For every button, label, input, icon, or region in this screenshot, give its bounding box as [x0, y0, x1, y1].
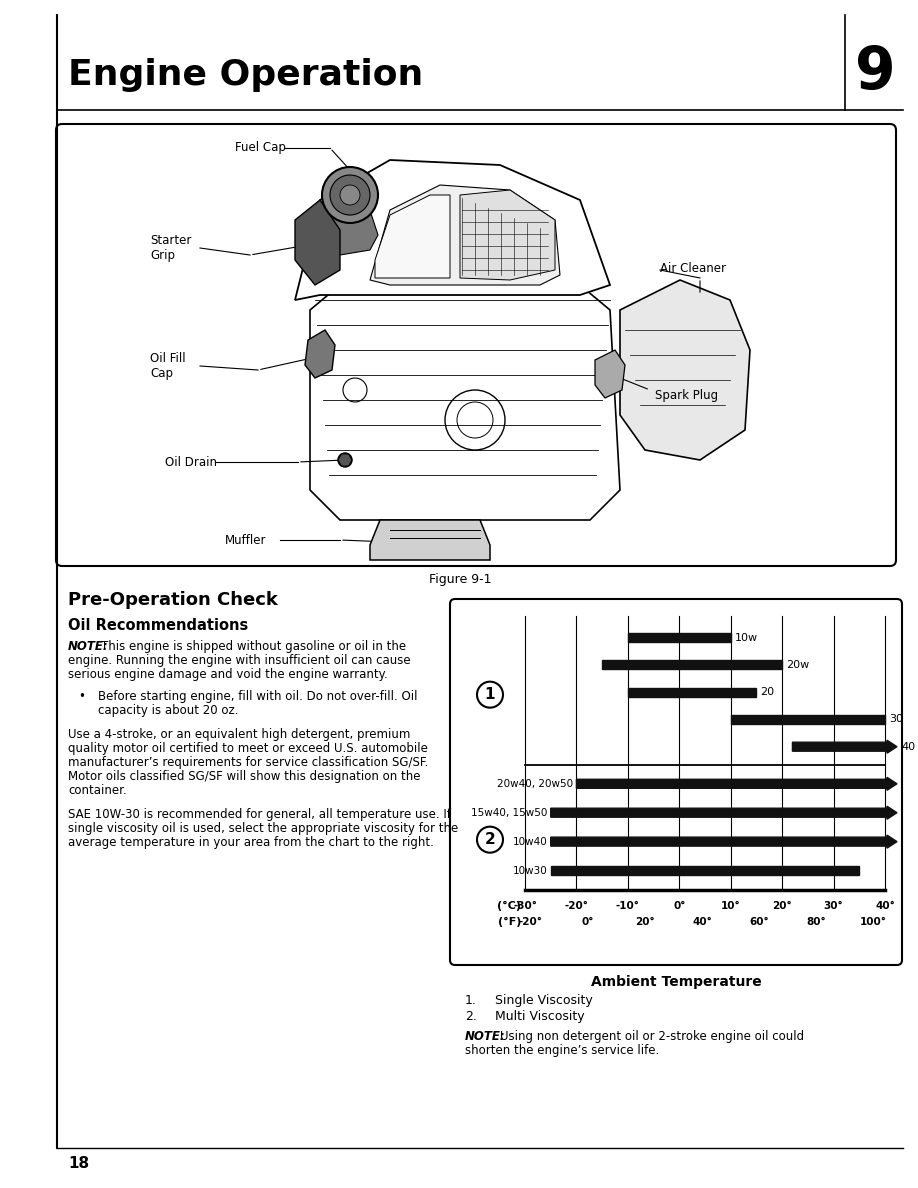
Polygon shape: [595, 350, 625, 398]
Text: Starter
Grip: Starter Grip: [150, 234, 191, 263]
Text: 18: 18: [68, 1156, 89, 1170]
Text: Multi Viscosity: Multi Viscosity: [495, 1010, 585, 1023]
Text: Pre-Operation Check: Pre-Operation Check: [68, 590, 278, 609]
FancyArrow shape: [792, 740, 897, 753]
Text: 40: 40: [901, 741, 915, 752]
Text: single viscosity oil is used, select the appropriate viscosity for the: single viscosity oil is used, select the…: [68, 822, 458, 835]
Text: 2: 2: [485, 832, 496, 847]
Text: SAE 10W-30 is recommended for general, all temperature use. If: SAE 10W-30 is recommended for general, a…: [68, 808, 451, 821]
Circle shape: [330, 175, 370, 215]
Bar: [551, 866, 859, 876]
Polygon shape: [305, 330, 335, 378]
FancyArrow shape: [577, 777, 897, 790]
Text: Before starting engine, fill with oil. Do not over-fill. Oil: Before starting engine, fill with oil. D…: [98, 690, 418, 703]
Polygon shape: [620, 280, 750, 460]
Text: engine. Running the engine with insufficient oil can cause: engine. Running the engine with insuffic…: [68, 655, 410, 666]
FancyBboxPatch shape: [450, 599, 902, 965]
Text: 80°: 80°: [807, 917, 826, 927]
Text: -30°: -30°: [513, 901, 537, 911]
Polygon shape: [460, 190, 555, 280]
Text: 20°: 20°: [635, 917, 655, 927]
Text: 40°: 40°: [875, 901, 895, 911]
Text: capacity is about 20 oz.: capacity is about 20 oz.: [98, 704, 239, 718]
Text: Single Viscosity: Single Viscosity: [495, 994, 593, 1007]
Polygon shape: [375, 195, 450, 278]
Bar: [628, 633, 731, 643]
Circle shape: [338, 453, 352, 467]
Text: shorten the engine’s service life.: shorten the engine’s service life.: [465, 1044, 659, 1057]
FancyArrow shape: [551, 835, 897, 848]
Text: Oil Fill
Cap: Oil Fill Cap: [150, 352, 185, 380]
Text: 0°: 0°: [673, 901, 686, 911]
Text: -10°: -10°: [616, 901, 640, 911]
Text: NOTE:: NOTE:: [68, 640, 108, 653]
FancyArrow shape: [551, 807, 897, 820]
Text: quality motor oil certified to meet or exceed U.S. automobile: quality motor oil certified to meet or e…: [68, 742, 428, 756]
Polygon shape: [295, 200, 340, 285]
Text: Fuel Cap: Fuel Cap: [235, 141, 285, 154]
Text: Spark Plug: Spark Plug: [655, 388, 718, 402]
Text: 100°: 100°: [860, 917, 887, 927]
Bar: [628, 688, 756, 696]
Text: Oil Recommendations: Oil Recommendations: [68, 618, 248, 633]
Text: 2.: 2.: [465, 1010, 476, 1023]
Text: 40°: 40°: [692, 917, 711, 927]
Text: Use a 4-stroke, or an equivalent high detergent, premium: Use a 4-stroke, or an equivalent high de…: [68, 728, 410, 741]
Polygon shape: [370, 520, 490, 560]
Text: 1: 1: [485, 687, 495, 702]
Text: serious engine damage and void the engine warranty.: serious engine damage and void the engin…: [68, 668, 387, 681]
Polygon shape: [310, 285, 620, 520]
Circle shape: [340, 185, 360, 206]
Text: (°F): (°F): [498, 917, 521, 927]
Text: 30: 30: [889, 714, 903, 725]
Text: 10°: 10°: [721, 901, 741, 911]
Text: 20w40, 20w50: 20w40, 20w50: [498, 779, 574, 789]
Text: container.: container.: [68, 784, 127, 797]
Circle shape: [322, 168, 378, 223]
Text: Motor oils classified SG/SF will show this designation on the: Motor oils classified SG/SF will show th…: [68, 770, 420, 783]
Text: 20w: 20w: [786, 659, 810, 670]
Text: 0°: 0°: [582, 917, 594, 927]
Bar: [731, 715, 885, 723]
Polygon shape: [370, 185, 560, 285]
Text: 20: 20: [760, 687, 775, 697]
Text: Figure 9-1: Figure 9-1: [429, 573, 491, 586]
Text: -20°: -20°: [519, 917, 543, 927]
Text: (°C): (°C): [497, 901, 521, 911]
Text: Air Cleaner: Air Cleaner: [660, 261, 726, 274]
Text: This engine is shipped without gasoline or oil in the: This engine is shipped without gasoline …: [101, 640, 406, 653]
FancyBboxPatch shape: [56, 124, 896, 565]
Text: 1.: 1.: [465, 994, 476, 1007]
Text: NOTE:: NOTE:: [465, 1030, 506, 1043]
Text: Ambient Temperature: Ambient Temperature: [590, 975, 761, 988]
Text: manufacturer’s requirements for service classification SG/SF.: manufacturer’s requirements for service …: [68, 756, 429, 769]
Text: 30°: 30°: [823, 901, 844, 911]
Text: -20°: -20°: [565, 901, 588, 911]
Polygon shape: [325, 195, 378, 255]
Text: Engine Operation: Engine Operation: [68, 58, 423, 91]
Text: 10w30: 10w30: [513, 866, 548, 876]
Text: •: •: [78, 690, 84, 703]
Text: Muffler: Muffler: [225, 533, 266, 546]
Text: 10w: 10w: [734, 633, 758, 643]
Text: average temperature in your area from the chart to the right.: average temperature in your area from th…: [68, 836, 434, 849]
Text: Oil Drain: Oil Drain: [165, 455, 217, 468]
Text: 10w40: 10w40: [513, 836, 548, 847]
Text: Using non detergent oil or 2-stroke engine oil could: Using non detergent oil or 2-stroke engi…: [500, 1030, 804, 1043]
Text: 20°: 20°: [772, 901, 792, 911]
Text: 15w40, 15w50: 15w40, 15w50: [471, 808, 548, 817]
Text: 9: 9: [855, 44, 895, 101]
Text: 60°: 60°: [750, 917, 769, 927]
Polygon shape: [295, 160, 610, 301]
Bar: [602, 661, 782, 669]
